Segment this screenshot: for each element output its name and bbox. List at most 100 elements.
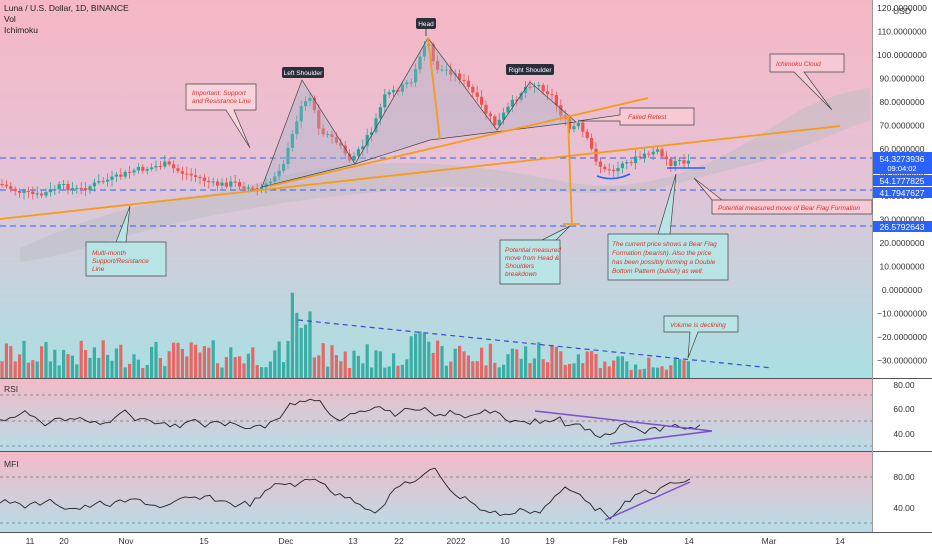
candle-body [163,161,167,167]
volume-bar [682,360,686,378]
time-label: Nov [118,536,134,546]
candle-body [458,73,462,80]
time-axis-labels: 11 20 Nov 15 Dec 13 22 2022 10 19 Feb 14 Mar 14 [26,536,845,546]
candle-body [154,166,158,168]
candle-body [150,167,154,170]
candle-body [660,149,664,157]
price-tick: 0.0000000 [882,285,922,295]
price-tick: −20.0000000 [877,332,927,342]
candle-body [97,181,101,183]
legend-vol[interactable]: Vol [4,14,16,24]
volume-bar [308,311,312,378]
volume-bar [119,344,123,378]
note-current-price[interactable]: The current price shows a Bear Flag Form… [607,173,729,281]
mfi-pane-bg [0,452,872,532]
candle-body [374,118,378,133]
volume-bar [154,341,158,378]
price-tick: 10.0000000 [880,262,925,272]
candle-body [392,89,396,93]
volume-bar [123,367,127,378]
annotation-right-shoulder[interactable]: Right Shoulder [506,64,554,75]
volume-bar [185,356,189,378]
symbol-title[interactable]: Luna / U.S. Dollar, 1D, BINANCE [4,3,129,13]
time-label: 13 [348,536,358,546]
volume-bar [53,349,57,378]
time-label: 14 [835,536,845,546]
volume-bar [92,347,96,378]
price-axis-unit: USD [893,6,911,16]
candle-body [44,192,48,196]
volume-bar [57,365,61,378]
volume-bar [356,355,360,378]
volume-bar [299,327,303,378]
volume-bar [607,366,611,378]
note-hs-measured-move[interactable]: Potential measured move from Head & Shou… [499,225,571,285]
volume-bar [537,342,541,378]
note-ichimoku-cloud[interactable]: Ichimoku Cloud [769,53,845,111]
candle-body [664,156,668,160]
rsi-tick-40: 40.00 [893,429,915,439]
candle-body [475,92,479,97]
price-badge-2[interactable]: 54.1777825 [873,175,932,186]
mfi-label: MFI [4,459,19,469]
double-bottom-strokes [596,167,705,180]
svg-text:Bottom Pattern (bullish) as we: Bottom Pattern (bullish) as well. [612,268,704,275]
volume-bar [79,340,83,378]
price-badge-1[interactable]: 54.3273936 09:04:02 [873,152,932,174]
annotation-left-shoulder[interactable]: Left Shoulder [282,67,324,78]
candle-body [312,97,316,111]
candle-body [308,97,312,102]
volume-bar [686,361,690,378]
volume-bar [216,363,220,378]
time-label: 11 [26,536,35,546]
candle-body [242,186,246,189]
candle-body [282,163,286,171]
mfi-line [0,467,691,520]
volume-bar [348,367,352,378]
candle-body [277,170,281,177]
volume-bar [475,361,479,378]
legend-ichimoku[interactable]: Ichimoku [4,25,39,35]
volume-bar [172,342,176,378]
price-tick: −10.0000000 [877,309,927,319]
candle-body [141,166,145,171]
candle-body [220,182,224,186]
candle-body [449,69,453,75]
note-failed-retest[interactable]: Failed Retest [577,107,695,126]
note-bear-flag-move[interactable]: Potential measured move of Bear Flag For… [693,177,873,215]
ichimoku-cloud [20,88,870,262]
volume-bar [629,369,633,378]
volume-bar [396,365,400,378]
candle-body [330,134,334,138]
candle-body [75,187,79,189]
note-important-support[interactable]: Important: Support and Resistance Line [185,83,257,149]
volume-bar [70,355,74,378]
candle-body [26,190,30,192]
note-multi-month[interactable]: Multi-month Support/Resistance Line [85,205,167,277]
candle-body [642,153,646,158]
volume-bar [44,342,48,378]
candle-body [238,181,242,187]
volume-bar [431,352,435,378]
volume-bar [612,360,616,378]
candle-body [581,122,585,132]
rsi-triangle [534,410,713,445]
volume-bar [22,340,26,378]
price-badge-3[interactable]: 41.7947627 [873,187,932,198]
price-tick: 110.0000000 [877,27,926,37]
candle-body [35,193,39,195]
volume-bar [211,340,215,378]
candle-body [246,187,250,189]
time-label: 10 [500,536,510,546]
time-label: Mar [762,536,777,546]
annotation-head[interactable]: Head [416,18,436,36]
candle-body [158,166,162,168]
note-volume-declining[interactable]: Volume is declining [663,315,739,359]
candle-body [471,86,475,93]
price-badge-4[interactable]: 26.5792643 [873,221,932,232]
candle-body [546,91,550,95]
volume-bar [528,363,532,378]
candle-body [541,85,545,92]
candle-body [378,107,382,119]
